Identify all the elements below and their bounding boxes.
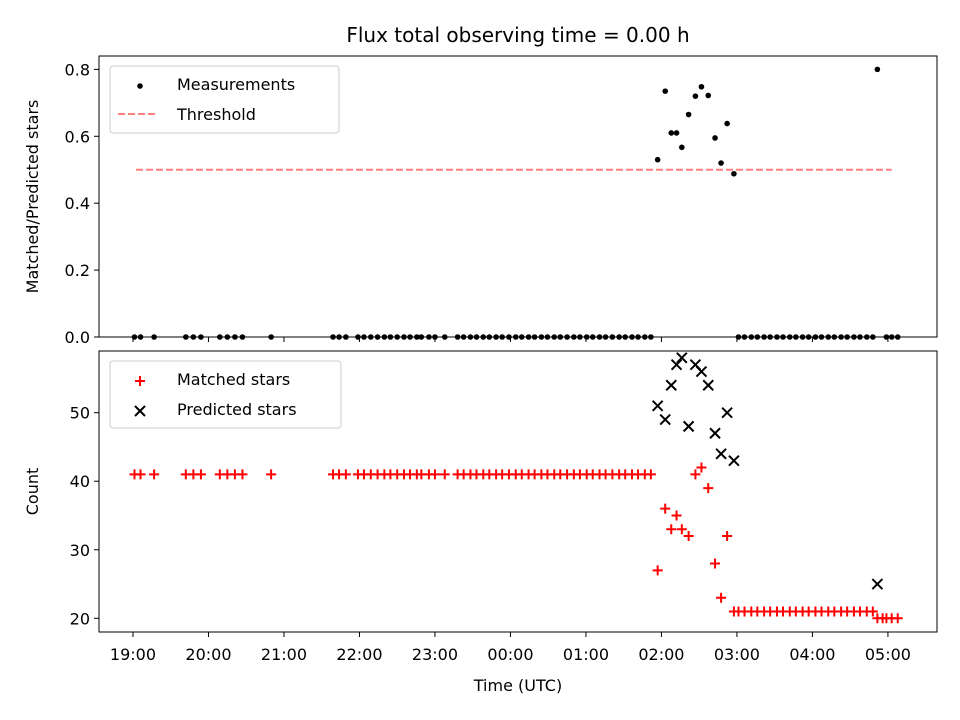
matched-stars-point xyxy=(671,510,682,521)
matched-stars-point xyxy=(195,469,206,480)
x-tick-label: 05:00 xyxy=(865,645,911,664)
matched-stars-point xyxy=(652,565,663,576)
predicted-stars-point xyxy=(721,406,733,419)
matched-stars-point xyxy=(429,469,440,480)
predicted-stars-point xyxy=(651,400,664,412)
legend-label: Measurements xyxy=(177,75,295,94)
matched-stars-point xyxy=(666,524,677,535)
matched-stars-point xyxy=(149,469,160,480)
legend-label: Matched stars xyxy=(177,370,290,389)
matched-stars-point xyxy=(703,483,714,494)
measurements-point xyxy=(731,170,737,177)
legend-swatch xyxy=(135,376,145,386)
predicted-stars-point xyxy=(695,365,708,378)
measurements-point xyxy=(692,93,699,99)
y-tick-label: 0.4 xyxy=(65,194,90,213)
bottom-panel: 20 30 40 50 19:00 20:00 21:00 22:00 23:00 00:00 01… xyxy=(23,350,938,664)
predicted-stars-point xyxy=(676,352,688,364)
x-tick-label: 02:00 xyxy=(638,645,684,664)
measurements-point xyxy=(724,120,730,127)
x-tick-label: 04:00 xyxy=(789,645,835,664)
predicted-stars-point xyxy=(871,578,884,590)
x-tick-label: 23:00 xyxy=(412,645,458,664)
matched-stars-point xyxy=(722,531,733,542)
predicted-stars-point xyxy=(682,420,695,433)
matched-stars-point xyxy=(716,592,727,603)
y-tick-label: 30 xyxy=(70,541,90,560)
y-tick-label: 0.6 xyxy=(65,127,90,146)
matched-stars-point xyxy=(690,469,701,480)
measurements-point xyxy=(654,156,661,163)
matched-stars-point xyxy=(676,524,687,535)
measurements-point xyxy=(668,130,675,136)
x-tick-label: 21:00 xyxy=(261,645,307,664)
y-tick-label: 0.8 xyxy=(65,60,90,79)
predicted-stars-point xyxy=(665,379,677,391)
x-tick-label: 03:00 xyxy=(714,645,760,664)
matched-stars-point xyxy=(340,469,351,480)
matched-stars-point xyxy=(660,503,671,514)
x-tick-label: 22:00 xyxy=(336,645,382,664)
chart-title: Flux total observing time = 0.00 h xyxy=(346,23,689,47)
legend-box xyxy=(109,65,340,134)
y-tick-label: 0.0 xyxy=(65,328,90,347)
measurements-point xyxy=(698,83,705,90)
y-axis-label: Matched/Predicted stars xyxy=(23,100,42,294)
x-tick-label: 19:00 xyxy=(110,645,156,664)
y-tick-label: 50 xyxy=(70,404,90,423)
measurements-point xyxy=(705,92,712,99)
y-tick-label: 40 xyxy=(70,472,90,491)
measurements-point xyxy=(718,160,724,166)
top-axes-frame xyxy=(98,55,938,338)
legend-label: Threshold xyxy=(176,105,256,124)
measurements-point xyxy=(662,88,669,94)
predicted-stars-point xyxy=(702,379,714,391)
y-tick-label: 20 xyxy=(70,609,90,628)
matched-stars-point xyxy=(439,469,450,480)
legend-box xyxy=(109,360,342,429)
legend-swatch xyxy=(137,83,143,89)
matched-stars-point xyxy=(892,613,903,624)
predicted-stars-point xyxy=(670,358,683,371)
measurements-point xyxy=(673,130,680,136)
legend-swatch xyxy=(134,405,146,417)
x-tick-label: 01:00 xyxy=(563,645,609,664)
measurements-point xyxy=(685,111,692,118)
legend-label: Predicted stars xyxy=(177,400,297,419)
measurements-point xyxy=(874,66,881,73)
top-panel: 0.0 0.2 0.4 0.6 0.8 Matched/Predicted stars Me… xyxy=(23,55,938,347)
measurements-point xyxy=(679,144,685,151)
predicted-stars-point xyxy=(659,413,671,426)
predicted-stars-point xyxy=(728,454,740,467)
matched-stars-point xyxy=(867,606,878,617)
matched-stars-point xyxy=(135,469,146,480)
y-tick-label: 0.2 xyxy=(65,261,90,280)
x-axis-label: Time (UTC) xyxy=(473,676,562,695)
predicted-stars-point xyxy=(715,448,727,460)
matched-stars-point xyxy=(266,469,277,480)
matched-stars-point xyxy=(645,469,656,480)
predicted-stars-point xyxy=(709,427,721,439)
measurements-point xyxy=(712,135,718,141)
y-axis-label: Count xyxy=(23,468,42,516)
matched-stars-point xyxy=(710,558,721,569)
matched-stars-point xyxy=(237,469,248,480)
matched-stars-point xyxy=(683,531,694,542)
bottom-axes-frame xyxy=(98,350,938,633)
x-tick-label: 20:00 xyxy=(185,645,231,664)
x-tick-label: 00:00 xyxy=(487,645,533,664)
matched-stars-point xyxy=(696,462,707,473)
